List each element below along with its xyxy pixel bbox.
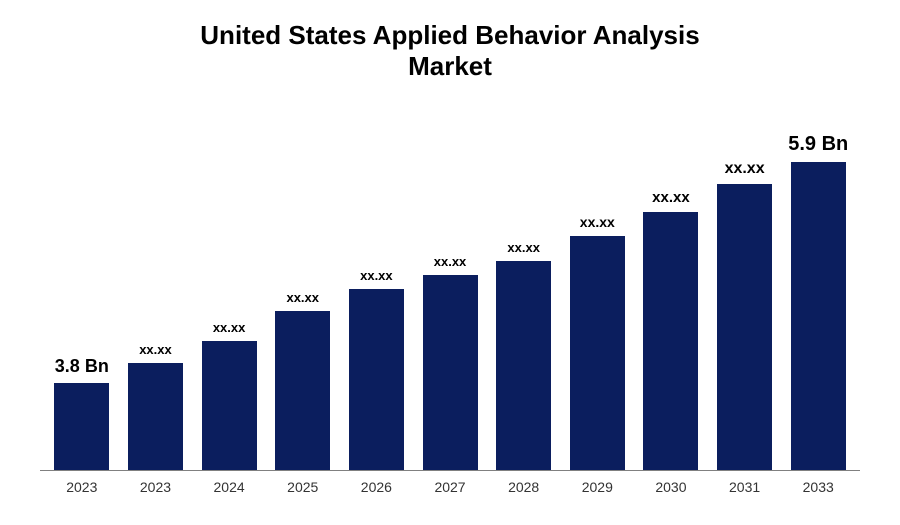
bar-value-label: xx.xx <box>360 268 393 283</box>
bar-value-label: xx.xx <box>652 189 690 206</box>
bar-value-label: xx.xx <box>434 254 467 269</box>
bar-value-label: xx.xx <box>580 214 615 230</box>
bar-group: xx.xx <box>266 112 340 470</box>
bar-value-label: xx.xx <box>213 320 246 335</box>
x-axis-label: 2027 <box>413 479 487 495</box>
x-axis-label: 2031 <box>708 479 782 495</box>
bar <box>496 261 551 470</box>
x-axis-label: 2026 <box>340 479 414 495</box>
x-axis-label: 2029 <box>560 479 634 495</box>
bar-value-label: xx.xx <box>286 290 319 305</box>
chart-title-line2: Market <box>40 51 860 82</box>
bar-group: xx.xx <box>340 112 414 470</box>
bar-group: xx.xx <box>634 112 708 470</box>
x-axis-label: 2028 <box>487 479 561 495</box>
bars-container: 3.8 Bn xx.xx xx.xx xx.xx xx.xx xx.xx xx.xx xx.x… <box>40 112 860 471</box>
bar <box>717 184 772 470</box>
bar-value-label: xx.xx <box>507 240 540 255</box>
bar <box>643 212 698 471</box>
x-axis-label: 2025 <box>266 479 340 495</box>
x-axis-label: 2024 <box>192 479 266 495</box>
bar-value-label: xx.xx <box>725 160 765 178</box>
x-axis-label: 2030 <box>634 479 708 495</box>
bar-group: xx.xx <box>119 112 193 470</box>
bar-value-label: xx.xx <box>139 342 172 357</box>
x-axis-labels: 2023202320242025202620272028202920302031… <box>40 471 860 495</box>
bar <box>54 383 109 470</box>
bar <box>423 275 478 470</box>
x-axis-label: 2023 <box>45 479 119 495</box>
chart-title: United States Applied Behavior Analysis … <box>40 20 860 82</box>
bar <box>570 236 625 470</box>
chart-title-line1: United States Applied Behavior Analysis <box>40 20 860 51</box>
bar <box>202 341 257 470</box>
bar <box>791 162 846 470</box>
x-axis-label: 2023 <box>119 479 193 495</box>
bar-group: xx.xx <box>413 112 487 470</box>
chart-area: 3.8 Bn xx.xx xx.xx xx.xx xx.xx xx.xx xx.xx xx.x… <box>40 112 860 495</box>
bar <box>349 289 404 471</box>
bar <box>275 311 330 471</box>
bar-group: xx.xx <box>708 112 782 470</box>
x-axis-label: 2033 <box>781 479 855 495</box>
bar-group: 3.8 Bn <box>45 112 119 470</box>
bar-value-label: 5.9 Bn <box>788 133 848 156</box>
bar-group: 5.9 Bn <box>781 112 855 470</box>
bar-value-label: 3.8 Bn <box>55 356 109 377</box>
bar <box>128 363 183 470</box>
bar-group: xx.xx <box>192 112 266 470</box>
bar-group: xx.xx <box>560 112 634 470</box>
bar-group: xx.xx <box>487 112 561 470</box>
